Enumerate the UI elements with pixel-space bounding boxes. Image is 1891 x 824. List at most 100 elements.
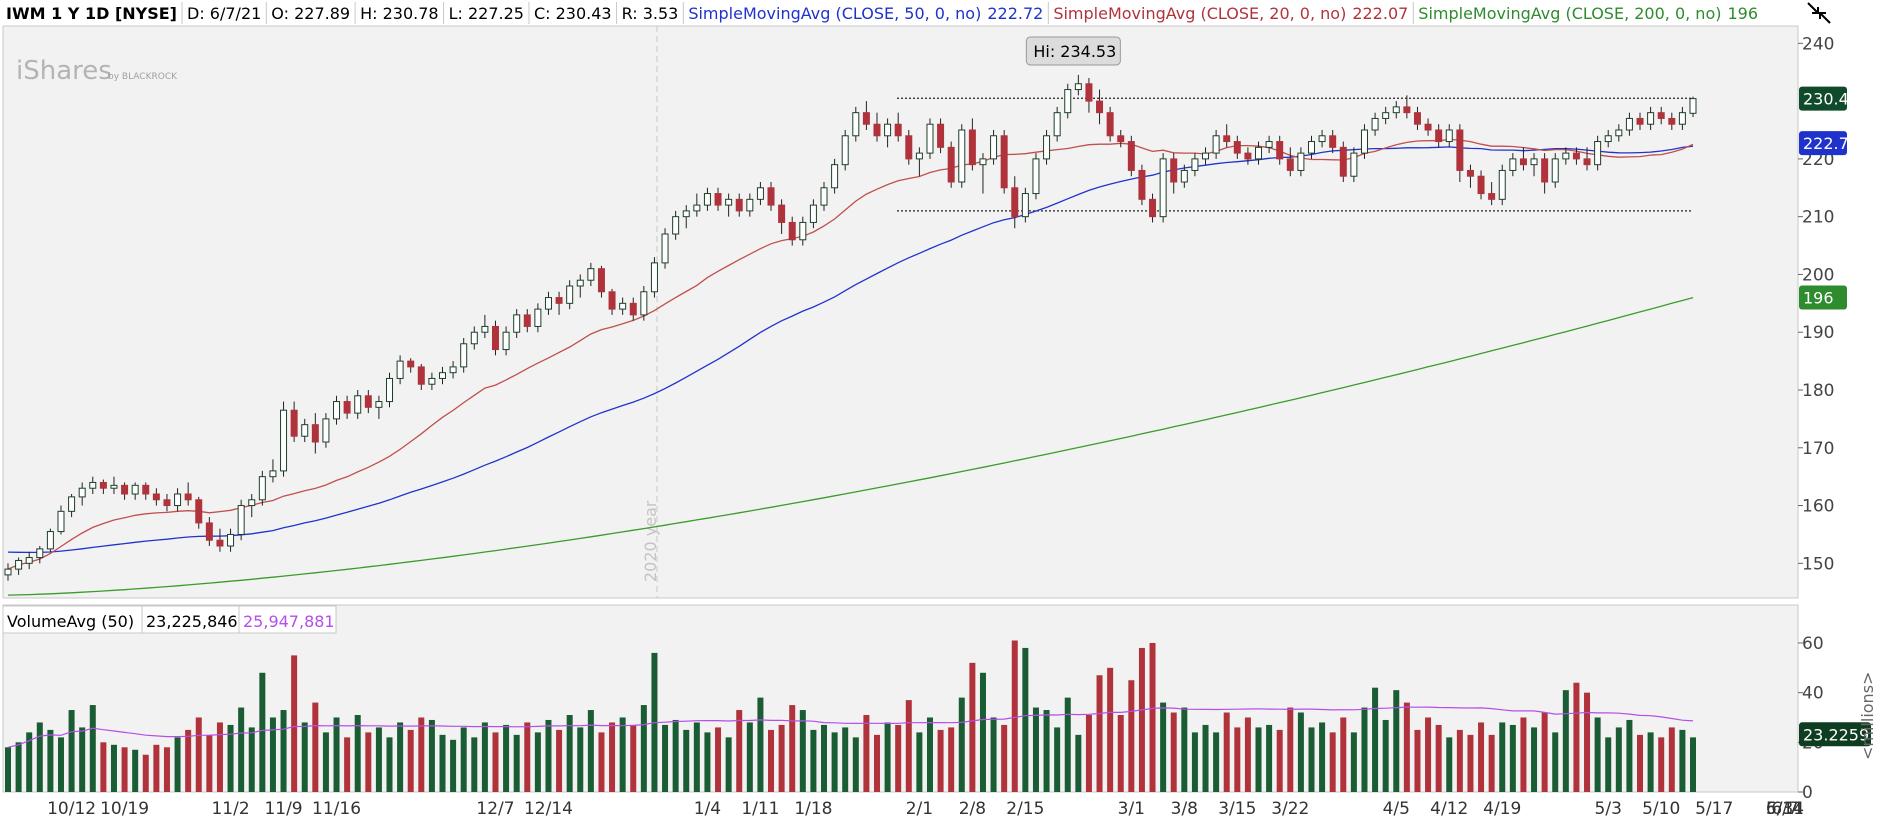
candle-up: [1297, 152, 1305, 171]
volume-bar-up: [842, 727, 849, 792]
candle-up: [799, 221, 807, 241]
sma20-legend-value: 222.07: [1352, 4, 1408, 23]
candle-up: [248, 499, 256, 507]
candle-down: [597, 268, 605, 293]
volume-bar-up: [333, 717, 340, 792]
sma50-legend[interactable]: SimpleMovingAvg (CLOSE, 50, 0, no): [688, 4, 981, 23]
candle-down: [121, 484, 129, 495]
candle-up: [1159, 158, 1167, 218]
candle-up: [841, 135, 849, 166]
price-tick-label: 150: [1802, 554, 1834, 574]
volume-bar-down: [1287, 707, 1294, 792]
candle-down: [873, 123, 881, 137]
volume-bar-down: [1276, 729, 1283, 792]
candle-down: [1339, 146, 1347, 177]
candle-up: [915, 152, 923, 160]
volume-bar-up: [1562, 690, 1569, 792]
candle-up: [1371, 117, 1379, 131]
volume-bar-up: [1499, 722, 1506, 792]
candle-up: [15, 559, 23, 570]
candle-down: [491, 325, 499, 351]
candle-down: [937, 123, 945, 148]
candle-up: [110, 484, 118, 489]
volume-bar-up: [1393, 690, 1400, 792]
volume-bar-down: [195, 717, 202, 792]
volume-bar-up: [799, 710, 806, 792]
candle-up: [1043, 135, 1051, 160]
candle-down: [1456, 129, 1464, 171]
volume-value: 23,225,846: [146, 612, 238, 631]
volume-bar-down: [863, 715, 870, 792]
candle-down: [1519, 158, 1527, 166]
volume-bar-down: [121, 747, 128, 792]
volume-bar-down: [598, 732, 605, 792]
volume-bar-up: [1202, 724, 1209, 792]
price-tick-label: 170: [1802, 439, 1834, 459]
candle-down: [195, 499, 203, 524]
candle-down: [894, 123, 902, 137]
low-label: L: 227.25: [449, 4, 524, 23]
volume-bar-up: [831, 732, 838, 792]
candle-down: [1106, 112, 1114, 137]
candle-up: [1509, 158, 1517, 171]
date-label: D: 6/7/21: [187, 4, 261, 23]
volume-bar-down: [1467, 734, 1474, 792]
candle-down: [629, 302, 637, 316]
candle-up: [1307, 141, 1315, 154]
sma200-path: [7, 296, 1694, 596]
sma200-badge-box: [1799, 285, 1847, 310]
volume-bar-up: [534, 732, 541, 792]
volume-bar-down: [1011, 640, 1018, 792]
volume-bar-down: [407, 729, 414, 792]
volume-bar-up: [1255, 727, 1262, 792]
collapse-icon[interactable]: [1807, 2, 1831, 24]
volume-bar-up: [1690, 737, 1696, 792]
candle-down: [142, 484, 150, 495]
sma50-badge-box: [1799, 131, 1847, 156]
volume-bar-up: [693, 722, 700, 792]
candle-up: [1265, 141, 1273, 148]
candle-up: [25, 557, 33, 564]
volume-bar-up: [375, 727, 382, 792]
volume-bar-up: [958, 697, 965, 792]
volume-bar-up: [587, 710, 594, 792]
volume-bar-up: [640, 705, 647, 792]
volume-bar-up: [1594, 717, 1601, 792]
candle-down: [1276, 141, 1284, 160]
candle-down: [1477, 175, 1485, 195]
volume-bar-up: [439, 734, 446, 792]
candle-up: [46, 531, 54, 550]
candle-up: [1212, 135, 1220, 154]
date-tick-label: 6/14: [1766, 799, 1804, 819]
candle-up: [990, 135, 998, 160]
volume-bar-up: [460, 727, 467, 792]
candle-down: [1223, 135, 1231, 143]
candle-down: [1233, 141, 1241, 154]
sma200-legend[interactable]: SimpleMovingAvg (CLOSE, 200, 0, no): [1418, 4, 1721, 23]
volume-bar-up: [566, 715, 573, 792]
sma20-legend[interactable]: SimpleMovingAvg (CLOSE, 20, 0, no): [1053, 4, 1346, 23]
candle-up: [1350, 152, 1358, 177]
volume-bar-up: [386, 737, 393, 792]
volume-bar-down: [206, 734, 213, 792]
volume-bar-up: [979, 672, 986, 792]
candle-down: [1117, 135, 1125, 143]
volume-bar-down: [1520, 717, 1527, 792]
blackrock-watermark: by BLACKROCK: [108, 72, 178, 82]
volume-bar-up: [1075, 734, 1082, 792]
candle-up: [386, 377, 394, 403]
candle-down: [968, 129, 976, 166]
volume-bar-up: [577, 727, 584, 792]
candle-down: [788, 221, 796, 241]
volume-bar-up: [174, 737, 181, 792]
candlesticks: [4, 74, 1697, 581]
date-tick-label: 2/8: [959, 799, 986, 819]
volume-header: VolumeAvg (50) 23,225,846 25,947,881: [2, 605, 337, 634]
volume-bar-down: [418, 717, 425, 792]
candle-down: [205, 522, 213, 541]
volume-bar-up: [280, 710, 287, 792]
candle-up: [566, 285, 574, 304]
candle-up: [576, 279, 584, 287]
